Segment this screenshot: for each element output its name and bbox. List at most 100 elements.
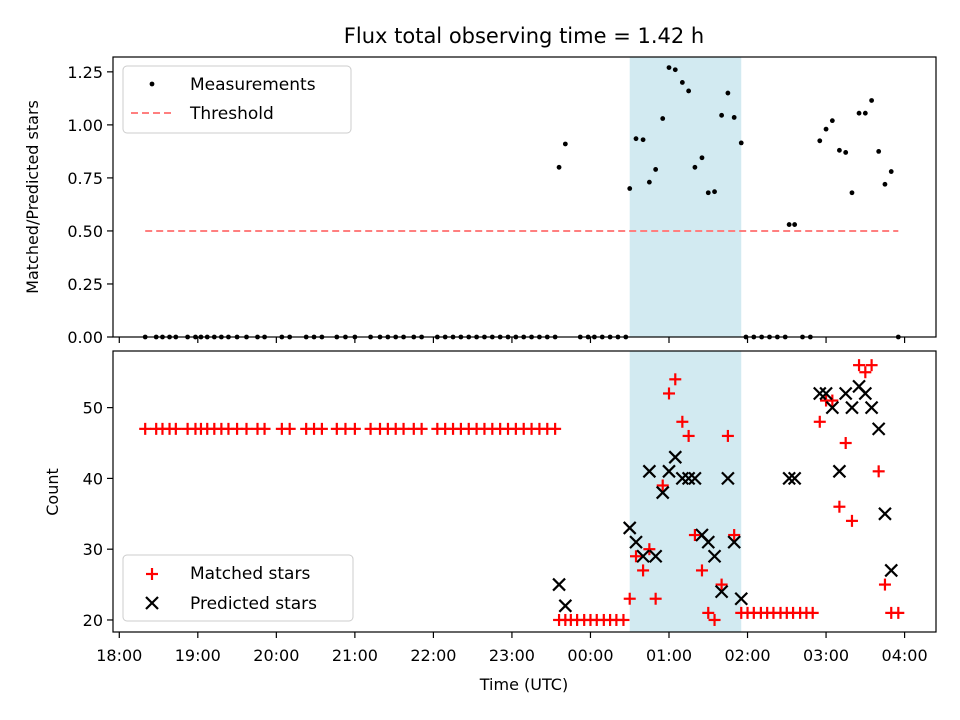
top-panel: 0.00 0.25 0.50 0.75 1.00 1.25 Matched/Predict… [23, 56, 937, 347]
matched-star-point [240, 422, 253, 435]
predicted-star-point [662, 464, 676, 479]
predicted-star-point [819, 386, 833, 401]
matched-star-point [139, 422, 152, 435]
matched-star-point [656, 479, 669, 492]
predicted-star-point [681, 471, 696, 486]
bottom-ylabel: Count [43, 468, 62, 516]
legend-predicted-marker [145, 596, 159, 610]
chart-title: Flux total observing time = 1.42 h [344, 24, 704, 48]
bottom-xtick-label: 20:00 [253, 646, 299, 665]
bottom-xtick-label: 02:00 [724, 646, 770, 665]
matched-star-point [721, 429, 734, 442]
legend-measurements-marker [149, 81, 155, 87]
matched-star-point [688, 529, 701, 542]
predicted-star-point [878, 507, 892, 521]
measurement-point [786, 222, 792, 227]
bottom-ytick-label: 40 [83, 469, 103, 488]
predicted-star-point [701, 535, 716, 549]
measurement-point [849, 190, 855, 196]
predicted-star-point [721, 471, 735, 486]
bottom-ytick-label: 50 [83, 399, 103, 418]
matched-star-point [845, 514, 858, 527]
measurement-point [562, 141, 568, 147]
bottom-xtick-label: 18:00 [96, 646, 142, 665]
matched-star-point [415, 422, 428, 435]
measurement-point [686, 88, 692, 94]
measurement-point [646, 179, 652, 185]
matched-star-point [637, 564, 650, 577]
measurement-point [792, 222, 798, 227]
top-ytick-label: 0.75 [67, 169, 103, 188]
measurement-point [705, 190, 711, 196]
measurement-point [843, 150, 849, 155]
matched-star-point [826, 394, 839, 407]
matched-star-point [397, 422, 410, 435]
measurement-point [862, 110, 868, 116]
legend-threshold-label: Threshold [189, 104, 274, 124]
predicted-star-point [838, 386, 853, 401]
measurement-point [738, 140, 744, 146]
measurement-point [869, 98, 875, 103]
predicted-star-point [782, 471, 796, 486]
top-ytick-label: 0.00 [67, 328, 103, 347]
matched-star-point [348, 422, 361, 435]
matched-star-point [872, 465, 885, 478]
bottom-ytick-label: 30 [83, 540, 103, 559]
predicted-star-point [552, 577, 566, 592]
matched-star-point [833, 500, 846, 513]
bottom-xtick-label: 22:00 [410, 646, 456, 665]
bottom-xtick-label: 03:00 [803, 646, 849, 665]
top-ylabel: Matched/Predicted stars [23, 100, 42, 294]
bottom-xlabel: Time (UTC) [479, 675, 568, 694]
matched-star-point [695, 564, 708, 577]
matched-star-point [643, 543, 656, 556]
predicted-star-point [864, 400, 879, 415]
bottom-xtick-label: 01:00 [646, 646, 692, 665]
measurement-point [712, 189, 717, 195]
matched-star-point [708, 613, 721, 626]
measurement-point [856, 110, 862, 116]
matched-star-point [853, 359, 866, 372]
measurement-point [719, 112, 725, 118]
top-ytick-label: 0.50 [67, 222, 103, 241]
matched-star-point [892, 606, 905, 619]
matched-star-point [859, 366, 872, 379]
measurement-point [633, 136, 639, 142]
legend-matched-marker [146, 568, 158, 580]
predicted-star-point [812, 386, 827, 401]
bottom-xtick-label: 04:00 [882, 646, 928, 665]
bottom-xtick-label: 19:00 [175, 646, 221, 665]
measurement-point [653, 167, 659, 172]
predicted-star-point [668, 450, 683, 464]
matched-star-point [728, 529, 741, 542]
measurement-point [640, 137, 646, 143]
predicted-star-point [648, 549, 663, 564]
measurement-point [672, 67, 678, 73]
legend-measurements-label: Measurements [190, 75, 316, 95]
matched-star-point [617, 613, 630, 626]
matched-star-point [315, 422, 328, 435]
measurement-point [817, 138, 823, 144]
top-ytick-label: 0.25 [67, 275, 103, 294]
matched-star-point [169, 422, 182, 435]
predicted-star-point [727, 535, 741, 549]
predicted-star-point [655, 485, 670, 500]
bottom-panel: 20 30 40 50 18:00 19:00 20:00 21:00 22:00 23:00 0… [43, 350, 937, 694]
top-ytick-label: 1.25 [67, 63, 103, 82]
predicted-star-point [845, 400, 859, 415]
predicted-star-point [622, 521, 637, 535]
measurement-point [823, 126, 829, 132]
matched-star-point [682, 429, 695, 442]
predicted-star-point [832, 464, 847, 479]
matched-star-point [676, 415, 689, 428]
matched-star-point [669, 373, 682, 386]
measurement-point [829, 118, 835, 124]
measurement-point [627, 186, 633, 191]
measurement-point [837, 147, 842, 153]
predicted-star-point [629, 535, 643, 549]
matched-star-point [702, 606, 715, 619]
legend-matched-label: Matched stars [190, 564, 310, 584]
bottom-xtick-label: 23:00 [489, 646, 535, 665]
measurement-point [725, 90, 731, 96]
